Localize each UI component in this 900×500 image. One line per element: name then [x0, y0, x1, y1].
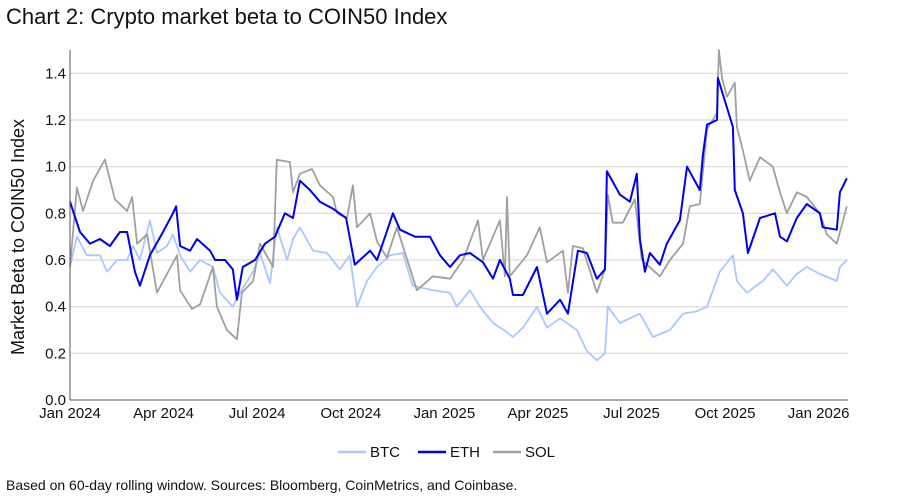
- x-tick-label: Jan 2025: [413, 405, 475, 422]
- y-tick-label: 0.6: [45, 252, 66, 269]
- legend: BTC ETH SOL: [338, 444, 555, 461]
- legend-label-eth: ETH: [450, 444, 480, 461]
- x-tick-label: Jan 2026: [788, 405, 850, 422]
- y-tick-label: 1.2: [45, 112, 66, 129]
- x-tick-label: Oct 2024: [320, 405, 381, 422]
- axes: 0.0 0.2 0.4 0.6 0.8 1.0 1.2 1.4 Jan 2024 Apr 2024…: [39, 50, 850, 422]
- x-tick-label: Apr 2025: [507, 405, 568, 422]
- chart-title: Chart 2: Crypto market beta to COIN50 In…: [6, 4, 448, 29]
- x-tick-label: Jul 2025: [603, 405, 660, 422]
- x-tick-label: Apr 2024: [133, 405, 194, 422]
- x-tick-label: Jan 2024: [39, 405, 101, 422]
- gridlines: [70, 72, 848, 354]
- y-tick-label: 1.4: [45, 65, 66, 82]
- series-lines: [69, 49, 848, 362]
- series-line-btc: [69, 219, 848, 362]
- series-line-sol: [69, 49, 848, 341]
- x-tick-label: Jul 2024: [229, 405, 286, 422]
- y-tick-label: 0.8: [45, 205, 66, 222]
- footnote: Based on 60-day rolling window. Sources:…: [6, 477, 518, 493]
- x-tick-label: Oct 2025: [695, 405, 756, 422]
- y-tick-label: 0.0: [45, 392, 66, 409]
- series-line-eth: [69, 77, 848, 315]
- y-tick-label: 0.2: [45, 345, 66, 362]
- y-axis-label: Market Beta to COIN50 Index: [8, 119, 28, 355]
- y-tick-label: 0.4: [45, 299, 66, 316]
- legend-label-sol: SOL: [525, 444, 555, 461]
- legend-label-btc: BTC: [370, 444, 400, 461]
- y-tick-label: 1.0: [45, 159, 66, 176]
